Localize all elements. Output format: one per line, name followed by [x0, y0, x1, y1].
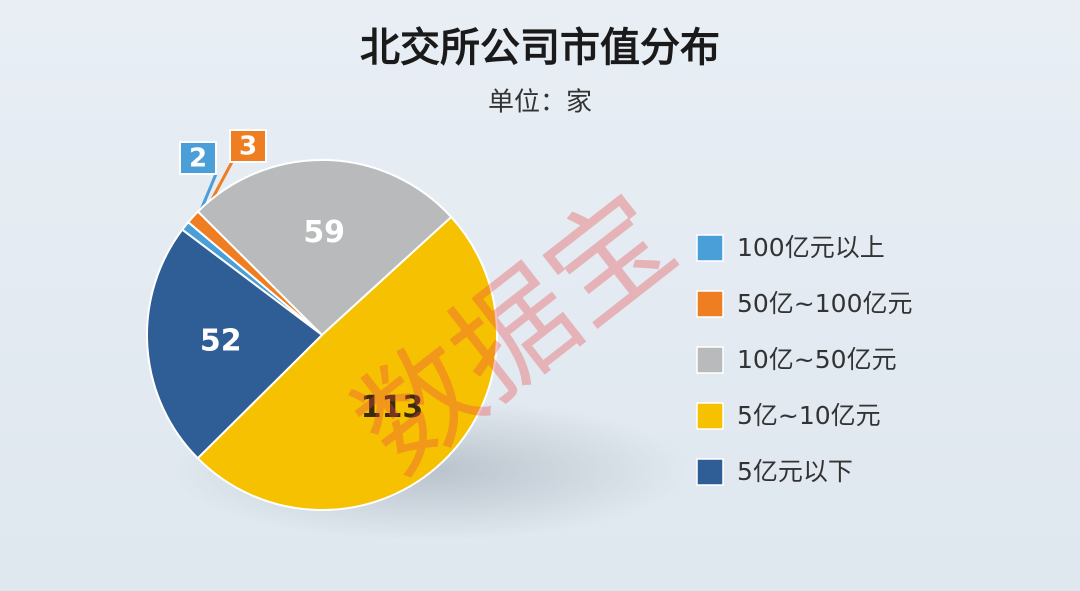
data-label: 3: [239, 132, 257, 162]
data-label: 52: [200, 323, 242, 358]
legend-swatch: [696, 290, 724, 318]
legend-swatch: [696, 458, 724, 486]
legend-swatch: [696, 234, 724, 262]
legend-label: 5亿~10亿元: [737, 401, 881, 430]
data-label: 2: [189, 144, 207, 174]
legend-label: 10亿~50亿元: [737, 345, 897, 374]
legend-label: 50亿~100亿元: [737, 289, 912, 318]
data-label: 113: [361, 390, 424, 425]
legend-label: 5亿元以下: [737, 457, 853, 486]
flag-box: [229, 129, 267, 163]
pie-slice: [196, 215, 498, 511]
flag-box: [179, 141, 217, 175]
data-label: 59: [303, 215, 345, 250]
chart-subtitle: 单位：家: [488, 88, 592, 118]
pie-slice: [146, 228, 324, 460]
legend-swatch: [696, 346, 724, 374]
legend-swatch: [696, 402, 724, 430]
legend: 100亿元以上 50亿~100亿元 10亿~50亿元 5亿~10亿元 5亿元以下: [696, 233, 912, 486]
pie: 2 3 59 113 52: [146, 129, 498, 511]
legend-label: 100亿元以上: [737, 233, 885, 262]
pie-slice: [196, 159, 453, 337]
chart-title: 北交所公司市值分布: [360, 25, 720, 71]
